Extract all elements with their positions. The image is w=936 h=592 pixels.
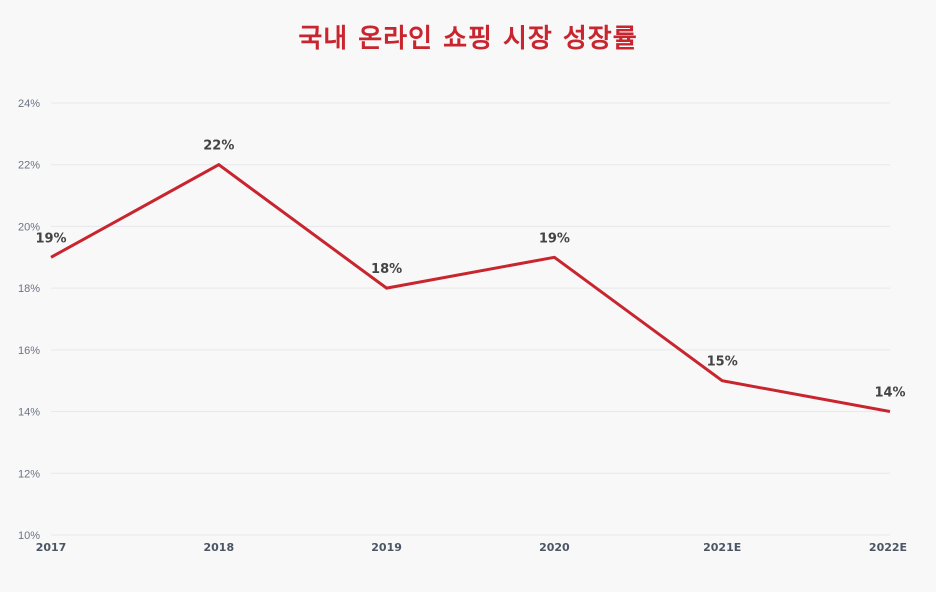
y-tick-label: 16% <box>18 345 40 357</box>
x-tick-label: 2021E <box>703 541 741 554</box>
x-tick-label: 2019 <box>371 541 402 554</box>
data-label: 19% <box>35 231 66 246</box>
y-tick-label: 18% <box>18 283 40 295</box>
x-axis-ticks: 2017 2018 2019 2020 2021E 2022E <box>36 541 907 554</box>
y-axis-ticks: 10% 12% 14% 16% 18% 20% 22% 24% <box>18 98 40 542</box>
y-tick-label: 14% <box>18 407 40 419</box>
growth-rate-line <box>50 162 891 414</box>
data-label: 22% <box>203 139 234 154</box>
x-tick-label: 2022E <box>869 541 907 554</box>
y-tick-label: 12% <box>18 468 40 480</box>
data-label: 14% <box>874 386 905 401</box>
data-labels: 19% 22% 18% 19% 15% 14% <box>35 139 905 401</box>
y-tick-label: 20% <box>18 221 40 233</box>
data-label: 15% <box>707 355 738 370</box>
x-tick-label: 2020 <box>539 541 570 554</box>
data-label: 19% <box>539 231 570 246</box>
x-tick-label: 2017 <box>36 541 67 554</box>
chart-title: 국내 온라인 쇼핑 시장 성장률 <box>298 24 638 54</box>
y-tick-label: 10% <box>18 530 40 542</box>
data-label: 18% <box>371 262 402 277</box>
y-tick-label: 24% <box>18 98 40 110</box>
x-tick-label: 2018 <box>203 541 234 554</box>
y-tick-label: 22% <box>18 160 40 172</box>
gridlines <box>51 102 890 536</box>
